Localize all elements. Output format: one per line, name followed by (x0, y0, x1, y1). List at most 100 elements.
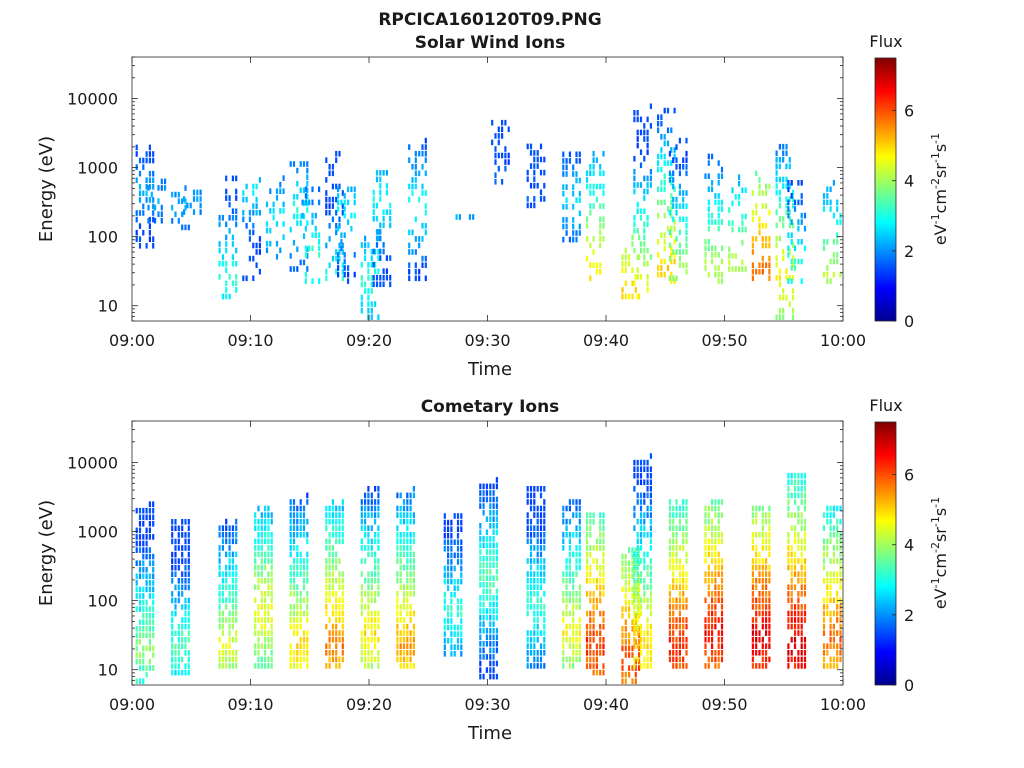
solar-wind-heatmap-cell (148, 184, 151, 190)
solar-wind-heatmap-cell (682, 249, 685, 255)
cometary-heatmap-cell (492, 490, 495, 496)
cometary-heatmap-cell (836, 650, 839, 656)
solar-wind-heatmap-cell (803, 212, 807, 219)
cometary-heatmap-cell (453, 591, 456, 598)
cometary-heatmap-cell (707, 512, 710, 518)
cometary-heatmap-cell (489, 523, 492, 529)
cometary-heatmap-cell (443, 532, 446, 539)
cometary-heatmap-cell (768, 617, 771, 623)
cometary-heatmap-cell (456, 585, 460, 591)
cometary-heatmap-cell (832, 558, 835, 564)
solar-wind-heatmap-cell (318, 239, 321, 245)
cometary-heatmap-cell (360, 525, 363, 531)
cometary-heatmap-cell (228, 551, 231, 558)
solar-wind-heatmap-cell (568, 158, 571, 164)
solar-wind-heatmap-cell (639, 241, 643, 247)
solar-wind-heatmap-cell (787, 245, 790, 252)
cometary-heatmap-cell (839, 643, 842, 649)
solar-wind-heatmap-cell (526, 196, 529, 202)
cometary-heatmap-cell (800, 479, 803, 486)
cometary-heatmap-cell (257, 525, 260, 531)
cometary-heatmap-cell (636, 591, 639, 597)
cometary-heatmap-cell (221, 623, 224, 630)
cometary-heatmap-cell (621, 606, 624, 612)
cometary-heatmap-cell (787, 532, 790, 538)
solar-wind-heatmap-cell (138, 184, 142, 190)
cometary-heatmap-cell (631, 547, 634, 553)
cometary-heatmap-cell (832, 656, 835, 663)
solar-wind-heatmap-cell (711, 219, 714, 225)
solar-wind-heatmap-cell (152, 151, 155, 157)
solar-wind-heatmap-cell (628, 260, 631, 267)
cometary-heatmap-cell (306, 610, 309, 617)
cometary-heatmap-cell (803, 663, 807, 669)
cometary-heatmap-cell (443, 598, 446, 605)
solar-wind-heatmap-cell (414, 275, 417, 282)
cometary-heatmap-cell (402, 551, 406, 558)
cometary-heatmap-cell (221, 610, 224, 617)
cometary-heatmap-cell (585, 564, 589, 571)
cometary-heatmap-cell (367, 610, 370, 617)
cometary-heatmap-cell (402, 538, 406, 545)
cometary-heatmap-cell (412, 512, 415, 518)
solar-wind-heatmap-cell (171, 204, 174, 211)
cometary-heatmap-cell (254, 571, 257, 577)
cometary-heatmap-cell (482, 555, 485, 562)
cometary-heatmap-cell (377, 564, 380, 571)
cometary-heatmap-cell (790, 525, 793, 531)
cometary-heatmap-cell (589, 591, 592, 597)
cometary-heatmap-cell (302, 577, 306, 584)
cometary-heatmap-cell (228, 571, 231, 577)
solar-wind-heatmap-cell (375, 215, 379, 222)
cometary-heatmap-cell (264, 512, 267, 518)
cometary-heatmap-cell (822, 656, 826, 663)
solar-wind-heatmap-cell (589, 164, 592, 170)
cometary-heatmap-cell (639, 545, 643, 551)
solar-wind-heatmap-cell (565, 197, 568, 203)
solar-wind-heatmap-cell (171, 191, 174, 198)
solar-wind-heatmap-cell (252, 229, 255, 236)
cometary-heatmap-cell (634, 658, 637, 665)
cometary-heatmap-cell (267, 525, 270, 531)
cometary-heatmap-cell (533, 591, 536, 597)
cometary-heatmap-cell (595, 597, 598, 604)
cometary-heatmap-cell (572, 571, 575, 577)
cometary-heatmap-cell (360, 650, 363, 656)
cometary-heatmap-cell (292, 545, 296, 551)
cometary-heatmap-cell (761, 591, 764, 597)
cometary-heatmap-cell (839, 545, 842, 551)
solar-wind-heatmap-cell (663, 212, 666, 219)
cometary-heatmap-cell (826, 643, 829, 649)
solar-wind-heatmap-cell (670, 258, 673, 265)
cometary-heatmap-cell (299, 564, 302, 571)
solar-wind-heatmap-cell (408, 183, 411, 190)
cometary-heatmap-cell (602, 643, 605, 650)
cometary-heatmap-cell (800, 617, 803, 623)
cometary-heatmap-cell (539, 505, 543, 512)
cometary-heatmap-cell (479, 503, 482, 509)
cometary-heatmap-cell (485, 549, 488, 555)
cometary-heatmap-cell (492, 654, 495, 660)
cometary-heatmap-cell (443, 605, 446, 611)
cometary-heatmap-cell (145, 599, 148, 606)
cometary-heatmap-cell (787, 538, 790, 545)
cometary-heatmap-cell (338, 604, 341, 610)
cometary-heatmap-cell (225, 604, 228, 610)
solar-wind-heatmap-cell (595, 183, 598, 190)
cometary-heatmap-cell (758, 571, 761, 577)
solar-wind-heatmap-cell (646, 136, 649, 142)
cometary-heatmap-cell (135, 626, 138, 632)
cometary-heatmap-cell (592, 663, 595, 669)
cometary-heatmap-cell (793, 623, 797, 630)
cometary-heatmap-cell (751, 650, 754, 656)
solar-wind-heatmap-cell (785, 294, 788, 301)
cometary-heatmap-cell (599, 571, 602, 577)
cometary-heatmap-cell (267, 545, 270, 551)
solar-wind-heatmap-cell (225, 280, 228, 287)
cometary-heatmap-cell (536, 610, 539, 617)
solar-wind-heatmap-cell (621, 254, 624, 260)
cometary-heatmap-cell (221, 643, 224, 649)
solar-wind-heatmap-cell (602, 216, 605, 223)
solar-wind-heatmap-cell (675, 196, 678, 203)
cometary-heatmap-cell (264, 656, 267, 663)
